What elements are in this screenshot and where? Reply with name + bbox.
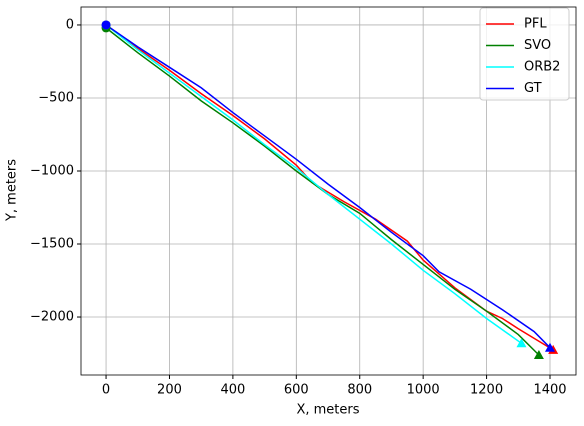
legend-label: ORB2	[524, 60, 560, 75]
x-axis-label: X, meters	[296, 403, 359, 418]
x-tick-label: 600	[284, 383, 309, 398]
end-marker	[533, 349, 544, 359]
x-tick-label: 0	[102, 383, 110, 398]
legend-label: GT	[524, 81, 542, 96]
legend-label: PFL	[524, 17, 547, 32]
y-axis-label: Y, meters	[5, 159, 20, 222]
axes-frame	[80, 6, 577, 376]
series-line	[105, 24, 522, 344]
y-tick-label: −2000	[30, 310, 74, 325]
plot-area	[101, 20, 559, 359]
series-line	[105, 27, 540, 356]
y-tick-label: −1500	[30, 237, 74, 252]
end-marker	[544, 342, 555, 352]
x-tick-label: 1000	[407, 383, 440, 398]
start-marker	[101, 20, 111, 30]
series-line	[105, 24, 551, 349]
legend-label: SVO	[524, 38, 551, 53]
x-tick-label: 400	[220, 383, 245, 398]
x-tick-label: 800	[347, 383, 372, 398]
legend-box	[479, 7, 570, 101]
y-tick-label: −1000	[30, 163, 74, 178]
end-marker	[516, 338, 527, 348]
x-tick-label: 1400	[533, 383, 566, 398]
series-line	[105, 24, 554, 351]
y-tick-label: 0	[66, 17, 74, 32]
y-tick-label: −500	[38, 90, 74, 105]
x-tick-label: 1200	[470, 383, 503, 398]
x-tick-label: 200	[157, 383, 182, 398]
